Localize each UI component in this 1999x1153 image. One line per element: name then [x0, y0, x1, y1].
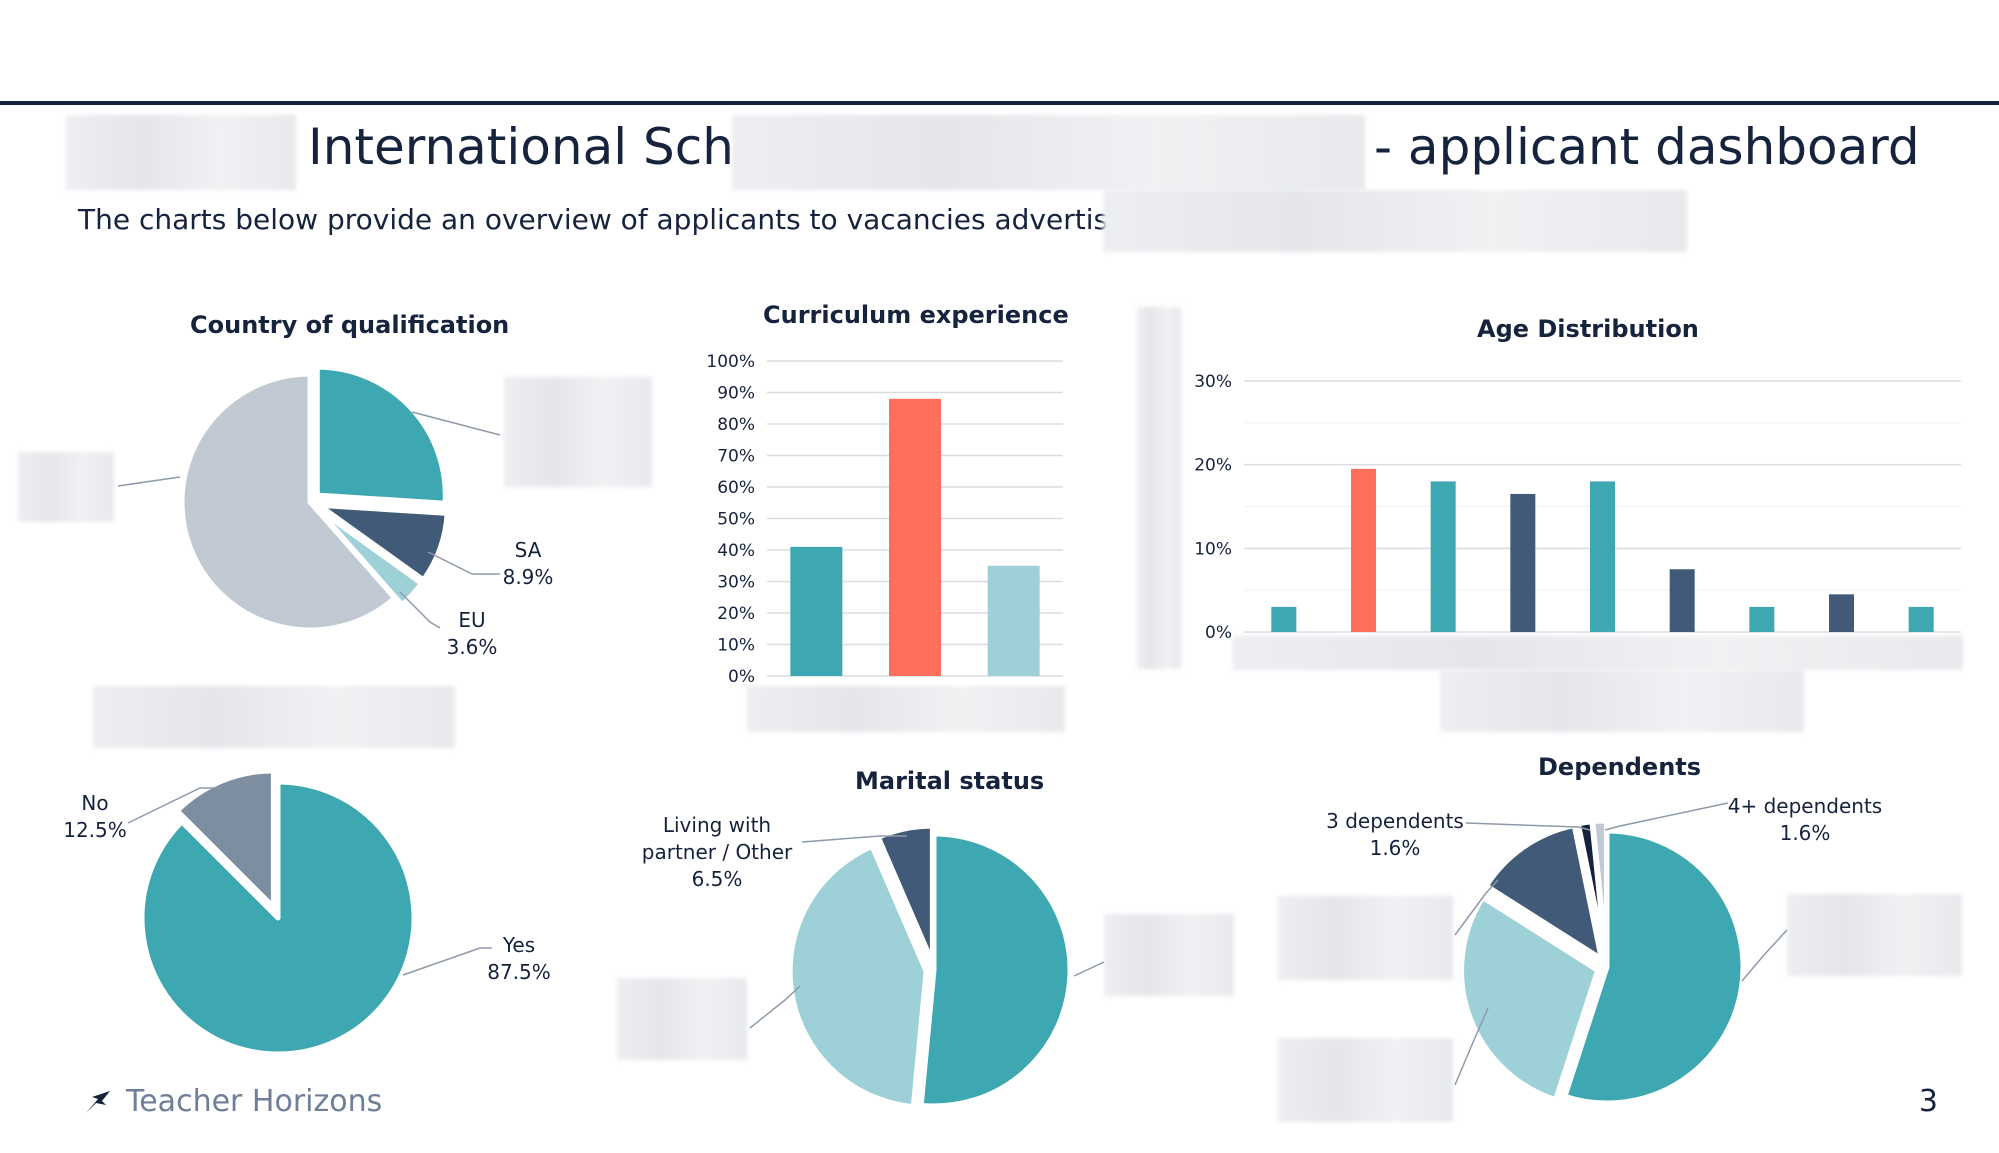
curriculum-tick-label: 10%	[717, 636, 755, 656]
marital-slice-1	[787, 843, 929, 1110]
marital-slice-0	[918, 831, 1073, 1109]
slice-label-partner-line2: partner / Other	[642, 840, 793, 864]
page-title-part1: International School	[308, 118, 810, 176]
chart-title-dependents: Dependents	[1538, 753, 1702, 781]
redacted-block	[66, 115, 296, 190]
swallow-icon	[86, 1090, 110, 1113]
dependents-slice-1	[1459, 895, 1601, 1103]
age-bar-2	[1430, 481, 1456, 632]
curriculum-tick-label: 40%	[717, 541, 755, 561]
dependents-slice-0	[1562, 828, 1746, 1106]
curriculum-tick-label: 100%	[706, 352, 755, 372]
curriculum-tick-label: 70%	[717, 447, 755, 467]
curriculum-bar-1	[889, 398, 941, 676]
curriculum-tick-label: 80%	[717, 415, 755, 435]
yesno-slice-0	[139, 779, 417, 1057]
slice-value-partner: 6.5%	[692, 867, 743, 891]
brand-logo: Teacher Horizons	[84, 1084, 382, 1119]
age-tick-label: 30%	[1194, 372, 1232, 392]
slice-label-yes: Yes	[502, 933, 535, 957]
slice-value-yes: 87.5%	[487, 960, 551, 984]
chart-title-country: Country of qualification	[190, 311, 510, 339]
age-tick-label: 10%	[1194, 539, 1232, 559]
country-slice-3	[179, 371, 398, 633]
page-number: 3	[1918, 1084, 1938, 1119]
slice-label-partner-line1: Living with	[663, 813, 771, 837]
curriculum-tick-label: 50%	[717, 510, 755, 530]
leader-lines	[117, 411, 501, 629]
brand-name: Teacher Horizons	[126, 1084, 383, 1119]
curriculum-bar-2	[987, 565, 1040, 676]
chart-title-marital: Marital status	[855, 767, 1045, 795]
redacted-label	[1278, 1038, 1453, 1122]
chart-title-age: Age Distribution	[1477, 315, 1699, 343]
chart-title-curriculum: Curriculum experience	[763, 301, 1069, 329]
redacted-label	[1104, 914, 1234, 996]
slice-label-4plus-dependents: 4+ dependents	[1728, 794, 1882, 818]
age-bar-5	[1669, 569, 1695, 632]
yesno-slice-1	[174, 768, 276, 910]
redacted-label	[617, 978, 747, 1060]
page-subtitle: The charts below provide an overview of …	[78, 203, 1191, 236]
redacted-label	[1787, 894, 1962, 976]
age-tick-label: 0%	[1205, 623, 1232, 643]
curriculum-tick-label: 30%	[717, 573, 755, 593]
leader-lines	[749, 835, 1105, 1029]
age-bar-0	[1271, 606, 1297, 632]
redacted-axis-labels	[1233, 636, 1963, 670]
age-bar-6	[1749, 606, 1775, 632]
age-bar-1	[1351, 468, 1376, 632]
slice-value-sa: 8.9%	[503, 565, 554, 589]
slice-label-no: No	[81, 791, 108, 815]
redacted-label	[1278, 896, 1453, 980]
age-tick-label: 20%	[1194, 456, 1232, 476]
age-bar-7	[1829, 594, 1854, 632]
header-rule	[0, 101, 1999, 105]
curriculum-bar-0	[790, 546, 843, 676]
curriculum-tick-label: 90%	[717, 384, 755, 404]
slice-label-eu: EU	[458, 608, 485, 632]
slice-value-no: 12.5%	[63, 818, 127, 842]
redacted-axis-title	[1137, 307, 1181, 669]
curriculum-tick-label: 0%	[728, 667, 755, 687]
slice-value-3-dependents: 1.6%	[1370, 836, 1421, 860]
country-slice-1	[316, 502, 450, 583]
redacted-block	[1103, 190, 1687, 252]
slice-label-3-dependents: 3 dependents	[1326, 809, 1464, 833]
country-slice-2	[314, 506, 424, 608]
leader-lines	[127, 787, 492, 976]
slice-value-4plus-dependents: 1.6%	[1780, 821, 1831, 845]
slice-label-sa: SA	[515, 538, 542, 562]
redacted-axis-title	[1440, 670, 1804, 732]
redacted-block	[732, 115, 1365, 190]
age-bar-8	[1908, 606, 1934, 632]
page-title-part2: - applicant dashboard	[1374, 118, 1920, 176]
leader-lines	[1454, 802, 1788, 1086]
country-slice-0	[314, 364, 448, 506]
curriculum-tick-label: 60%	[717, 478, 755, 498]
redacted-label	[504, 377, 652, 487]
redacted-label	[18, 452, 114, 522]
age-bar-3	[1510, 493, 1536, 632]
redacted-axis-labels	[747, 686, 1065, 732]
curriculum-tick-label: 20%	[717, 604, 755, 624]
slice-value-eu: 3.6%	[447, 635, 498, 659]
dependents-slice-4	[1590, 818, 1609, 960]
age-bar-4	[1590, 481, 1615, 632]
redacted-chart-title	[93, 686, 455, 748]
marital-slice-2	[875, 823, 935, 965]
